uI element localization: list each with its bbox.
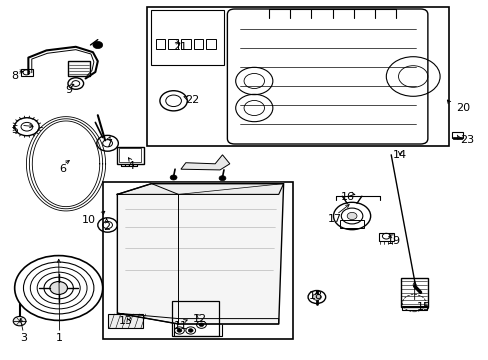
Circle shape [93, 41, 102, 49]
Text: 16: 16 [341, 192, 354, 202]
Bar [119, 148, 141, 162]
Text: 19: 19 [386, 236, 400, 246]
Bar [168, 39, 178, 49]
Text: 23: 23 [459, 135, 473, 145]
Bar [146, 7, 448, 146]
Bar [401, 306, 427, 310]
Bar [107, 314, 142, 328]
Bar [378, 233, 393, 241]
Circle shape [177, 329, 182, 332]
Bar [452, 137, 461, 139]
Bar [102, 182, 293, 339]
Bar [155, 39, 165, 49]
Circle shape [50, 282, 67, 294]
Text: 21: 21 [173, 42, 187, 52]
Bar [150, 10, 224, 65]
Bar [400, 278, 427, 307]
Bar [451, 132, 462, 138]
Text: 4: 4 [127, 161, 134, 171]
Text: 1: 1 [56, 333, 63, 343]
Text: 15: 15 [416, 302, 430, 312]
Bar [20, 69, 33, 76]
Polygon shape [117, 184, 283, 324]
Polygon shape [117, 184, 283, 194]
Text: 3: 3 [20, 333, 27, 343]
Text: 18: 18 [308, 291, 322, 301]
Circle shape [13, 316, 26, 326]
Text: 22: 22 [184, 95, 199, 105]
Bar [206, 39, 216, 49]
Text: 7: 7 [105, 139, 112, 149]
Text: 11: 11 [174, 321, 187, 331]
Circle shape [188, 329, 193, 332]
Text: 5: 5 [11, 125, 18, 135]
Bar [173, 300, 222, 336]
Text: 8: 8 [11, 71, 18, 81]
Bar [172, 301, 218, 336]
Bar [68, 61, 90, 76]
Text: 6: 6 [59, 164, 66, 174]
Text: 13: 13 [119, 316, 133, 326]
Text: 17: 17 [327, 214, 341, 224]
Polygon shape [181, 155, 229, 170]
Bar [193, 39, 203, 49]
Bar [181, 39, 190, 49]
Text: 20: 20 [455, 103, 469, 113]
Circle shape [219, 176, 225, 181]
Circle shape [346, 212, 356, 220]
Circle shape [170, 175, 177, 180]
Circle shape [199, 323, 203, 327]
Text: 14: 14 [392, 150, 406, 160]
Text: 9: 9 [65, 85, 72, 95]
Text: 12: 12 [193, 314, 207, 324]
Bar [339, 220, 364, 228]
Bar [117, 147, 144, 164]
Text: 10: 10 [81, 215, 95, 225]
Text: 2: 2 [103, 222, 110, 232]
Circle shape [312, 294, 321, 300]
